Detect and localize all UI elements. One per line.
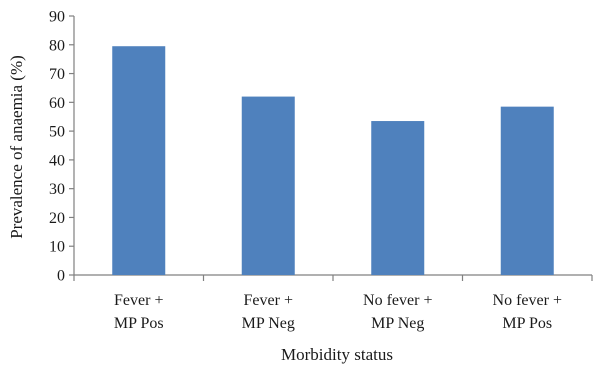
y-tick-label: 50 (49, 124, 65, 141)
bar (371, 121, 425, 276)
x-tick-label: Fever + MP Pos (114, 292, 164, 332)
x-tick-label-line: MP Neg (371, 315, 424, 332)
bars (112, 46, 554, 276)
y-axis: 0 10 20 30 40 50 60 70 80 90 (49, 9, 75, 285)
x-tick-label-line: MP Pos (114, 315, 164, 332)
x-tick-label-line: No fever + (363, 292, 432, 309)
y-tick-label: 40 (49, 152, 65, 169)
y-tick-label: 0 (57, 268, 65, 285)
x-tick-label-line: No fever + (493, 292, 562, 309)
y-tick-label: 30 (49, 181, 65, 198)
y-axis-title: Prevalence of anaemia (%) (7, 55, 26, 239)
y-tick-label: 10 (49, 239, 65, 256)
x-tick-label-line: Fever + (114, 292, 163, 309)
x-tick-label: Fever + MP Neg (242, 292, 295, 332)
y-tick-label: 20 (49, 210, 65, 227)
bar (241, 96, 295, 275)
y-tick-label: 80 (49, 37, 65, 54)
y-tick-label: 90 (49, 9, 65, 26)
x-tick-label-line: MP Pos (502, 315, 552, 332)
x-tick-label-line: Fever + (244, 292, 293, 309)
bar (500, 106, 554, 276)
x-axis-title: Morbidity status (281, 345, 393, 364)
y-tick-label: 70 (49, 66, 65, 83)
x-tick-label-line: MP Neg (242, 315, 295, 332)
y-tick-label: 60 (49, 95, 65, 112)
x-tick-label: No fever + MP Neg (363, 292, 432, 332)
x-axis: Fever + MP Pos Fever + MP Neg No fever + MP N… (73, 274, 593, 332)
x-tick-label: No fever + MP Pos (493, 292, 562, 332)
bar (112, 46, 166, 275)
